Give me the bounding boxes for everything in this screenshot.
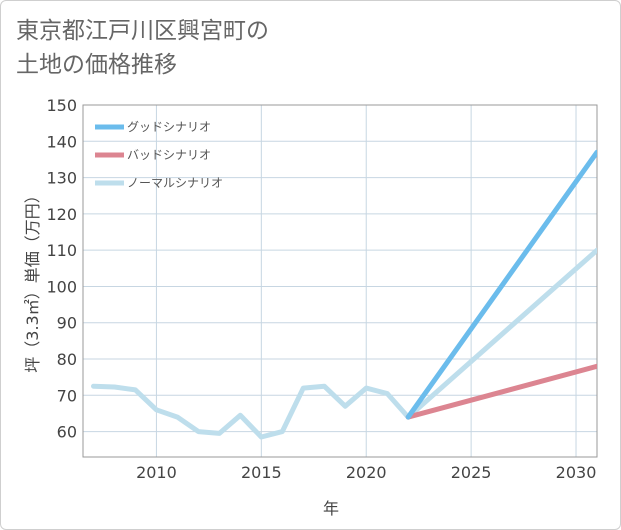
chart-title: 東京都江戸川区興宮町の 土地の価格推移 (16, 14, 269, 82)
legend-label-bad: バッドシナリオ (127, 148, 211, 162)
y-tick-label: 80 (57, 350, 77, 369)
legend-label-good: グッドシナリオ (127, 120, 211, 134)
x-tick-label: 2030 (556, 463, 597, 482)
y-tick-label: 70 (57, 386, 77, 405)
series-line-normal (91, 247, 597, 440)
y-tick-label: 150 (46, 96, 77, 115)
x-axis-ticks: 2010 2015 2020 2025 2030 (136, 463, 596, 482)
y-tick-label: 60 (57, 423, 77, 442)
chart-title-line-1: 東京都江戸川区興宮町の (16, 18, 269, 44)
y-tick-label: 120 (46, 205, 77, 224)
series-line-bad (405, 363, 597, 420)
y-axis-label: 坪（3.3㎡）単価（万円） (23, 187, 42, 372)
series-line-good (405, 149, 597, 420)
legend-label-normal: ノーマルシナリオ (127, 176, 223, 190)
x-axis-label: 年 (323, 499, 339, 518)
series-lines (91, 149, 597, 440)
y-tick-label: 90 (57, 314, 77, 333)
x-tick-label: 2020 (346, 463, 387, 482)
y-axis-ticks: 60 70 80 90 100 110 120 130 140 150 (46, 96, 77, 442)
y-tick-label: 140 (46, 132, 77, 151)
grid-lines (83, 104, 597, 457)
x-tick-label: 2010 (136, 463, 177, 482)
chart-title-line-2: 土地の価格推移 (16, 52, 177, 78)
x-tick-label: 2015 (241, 463, 282, 482)
x-tick-label: 2025 (451, 463, 492, 482)
y-tick-label: 110 (46, 241, 77, 260)
y-tick-label: 100 (46, 277, 77, 296)
y-tick-label: 130 (46, 169, 77, 188)
plot-frame (82, 104, 598, 458)
